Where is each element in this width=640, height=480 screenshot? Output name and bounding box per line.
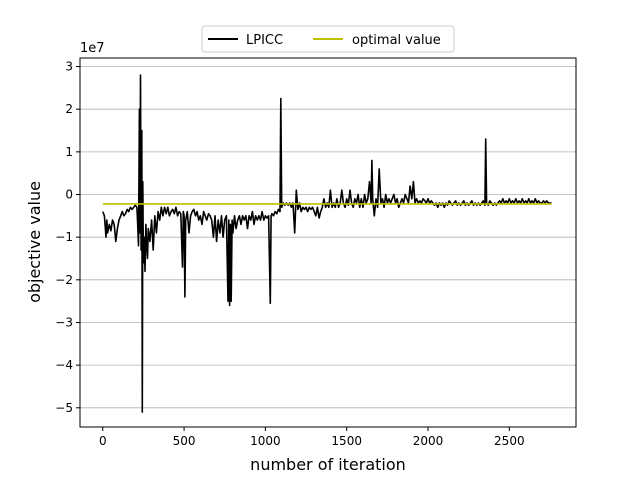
x-tick-label: 500 (173, 434, 196, 448)
y-tick-label: 1 (65, 145, 73, 159)
y-axis-label: objective value (25, 181, 44, 303)
y-offset-label: 1e7 (80, 41, 105, 56)
y-tick-label: 0 (65, 188, 73, 202)
y-tick-label: −2 (55, 273, 73, 287)
gridlines (80, 66, 576, 409)
y-tick-label: −1 (55, 230, 73, 244)
y-tick-label: −4 (55, 358, 73, 372)
y-tick-label: −5 (55, 401, 73, 415)
x-axis-label: number of iteration (250, 455, 406, 474)
x-tick-label: 1500 (331, 434, 362, 448)
series-layer (102, 74, 552, 413)
x-tick-label: 0 (99, 434, 107, 448)
plot-frame (79, 57, 577, 428)
series-line-lpicc (102, 74, 552, 413)
y-axis: −5 −4 −3 −2 −1 0 1 2 3 (55, 60, 80, 415)
x-tick-label: 1000 (250, 434, 281, 448)
y-tick-label: −3 (55, 315, 73, 329)
legend: LPICC optimal value (201, 25, 455, 53)
x-axis: 0 500 1000 1500 2000 2500 (99, 427, 525, 448)
y-tick-label: 2 (65, 102, 73, 116)
x-tick-label: 2000 (413, 434, 444, 448)
legend-label-optimal-value: optimal value (352, 33, 441, 48)
legend-label-lpicc: LPICC (246, 33, 283, 48)
y-tick-label: 3 (65, 60, 73, 74)
x-tick-label: 2500 (494, 434, 525, 448)
